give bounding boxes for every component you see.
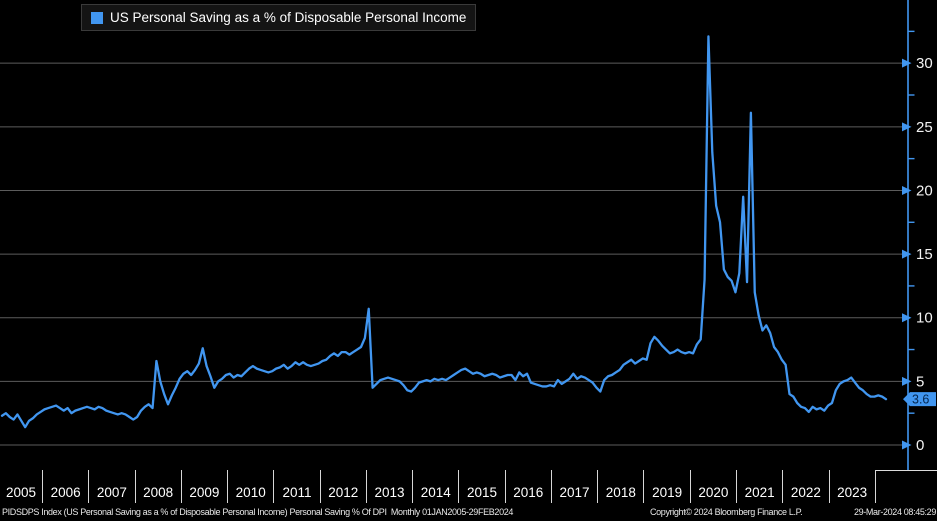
last-value-badge-label: 3.6	[912, 393, 929, 407]
year-label: 2008	[136, 470, 182, 503]
year-label: 2022	[783, 470, 830, 503]
x-axis-band: 2005 2006 2007 2008 2009 2010 2011 2012 2013 2014…	[0, 470, 937, 504]
legend-label: US Personal Saving as a % of Disposable …	[110, 10, 467, 25]
y-tick-label: 15	[916, 246, 933, 263]
y-tick-label: 5	[916, 373, 924, 390]
legend[interactable]: US Personal Saving as a % of Disposable …	[81, 4, 477, 31]
y-tick-arrow-icon	[902, 122, 912, 132]
y-tick-arrow-icon	[902, 185, 912, 195]
year-label: 2012	[321, 470, 367, 503]
year-label: 2010	[228, 470, 275, 503]
year-label: 2021	[737, 470, 784, 503]
year-label: 2013	[367, 470, 414, 503]
y-tick-label: 30	[916, 55, 933, 72]
timestamp: 29-Mar-2024 08:45:29	[853, 507, 936, 517]
axis-corner-line	[876, 470, 937, 471]
year-label: 2005	[0, 470, 43, 503]
year-label: 2020	[691, 470, 737, 503]
year-label: 2017	[552, 470, 599, 503]
year-label: 2018	[598, 470, 645, 503]
year-label: 2019	[644, 470, 691, 503]
y-tick-arrow-icon	[902, 58, 912, 68]
y-tick-arrow-icon	[902, 249, 912, 259]
chart-plot[interactable]: 0 5 10 15 20 25 30 3.6	[0, 0, 937, 470]
year-label: 2011	[274, 470, 321, 503]
year-label: 2016	[506, 470, 552, 503]
year-label: 2023	[830, 470, 876, 503]
ticker-description: PIDSDPS Index (US Personal Saving as a %…	[2, 507, 514, 517]
y-tick-label: 10	[916, 310, 933, 327]
year-label: 2009	[182, 470, 229, 503]
data-line	[0, 35, 888, 429]
legend-swatch-icon	[91, 11, 103, 24]
y-tick-arrow-icon	[902, 313, 912, 323]
year-label: 2014	[413, 470, 460, 503]
y-tick-label: 0	[916, 437, 924, 454]
copyright-text: Copyright© 2024 Bloomberg Finance L.P.	[650, 507, 803, 517]
last-value-badge	[903, 392, 936, 407]
status-bar: PIDSDPS Index (US Personal Saving as a %…	[0, 505, 937, 521]
year-label: 2006	[43, 470, 90, 503]
y-tick-arrow-icon	[902, 376, 912, 386]
y-tick-label: 25	[916, 119, 933, 136]
year-label: 2015	[459, 470, 506, 503]
y-tick-label: 20	[916, 182, 933, 199]
year-label: 2007	[89, 470, 136, 503]
y-tick-arrow-icon	[902, 440, 912, 450]
